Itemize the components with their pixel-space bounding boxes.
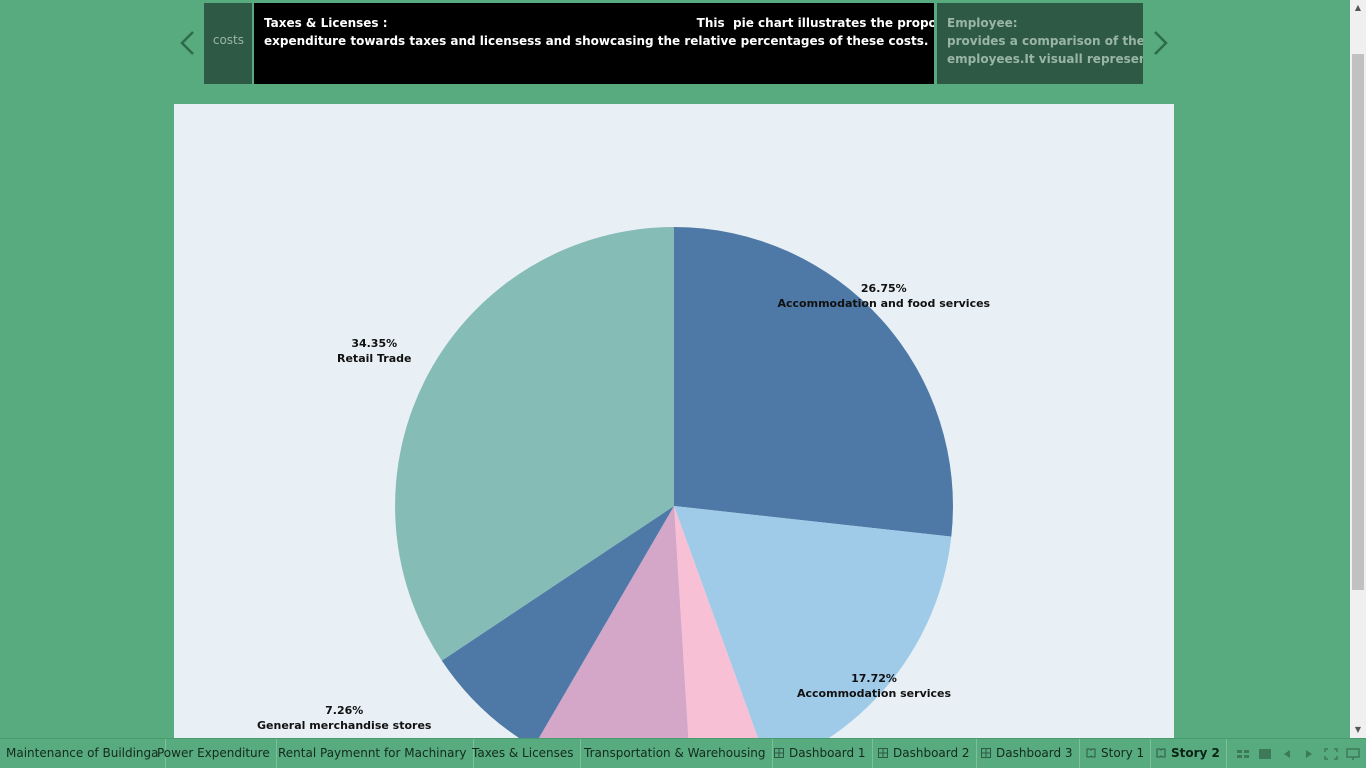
sheet-tab-bar: Maintenance of Buildinga Power Expenditur… [0,738,1366,768]
story-icon [1156,748,1166,758]
sheet-tab-label: Dashboard 3 [996,746,1073,760]
pie-slice-percent: 7.26% [325,704,364,717]
sheet-tab[interactable]: Dashboard 2 [872,739,977,768]
pie-slice-percent: 34.35% [351,337,398,350]
pie-slice-label: 17.72% Accommodation services [797,671,951,701]
pie-slice-label: 34.35% Retail Trade [337,336,411,366]
scrollbar-thumb[interactable] [1352,54,1364,590]
story-point-active-line2: expenditure towards taxes and licensess … [264,34,929,48]
pie-slice-name: General merchandise stores [257,719,432,732]
previous-sheet-icon[interactable] [1280,748,1294,760]
next-sheet-icon[interactable] [1302,748,1316,760]
sheet-tab[interactable]: Rental Paymennt for Machinary [272,739,474,768]
pie-slice-2[interactable] [674,506,769,738]
sheet-tab[interactable]: Dashboard 3 [975,739,1080,768]
pie-chart-panel: 26.75% Accommodation and food services 17.… [174,104,1174,738]
pie-slice-name: Accommodation and food services [777,297,991,310]
show-sheet-sorter-icon[interactable] [1236,748,1250,760]
story-prev-arrow-icon[interactable] [176,28,200,58]
pie-slice-1[interactable] [674,506,952,738]
pie-slice-4[interactable] [441,506,674,738]
fullscreen-icon[interactable] [1324,748,1338,760]
sheet-tab[interactable]: Transportation & Warehousing [578,739,773,768]
story-icon [1086,748,1096,758]
sheet-tab-label: Power Expenditure [157,746,270,760]
dashboard-icon [981,748,991,758]
pie-slice-5[interactable] [395,227,674,661]
story-point-active-line1: Taxes & Licenses : This pie chart illust… [264,16,934,30]
scroll-up-icon[interactable]: ▲ [1354,3,1362,12]
pie-slice-0[interactable] [674,227,953,537]
sheet-tab-label: Story 2 [1171,746,1220,760]
sheet-tab-label: Maintenance of Buildinga [6,746,159,760]
sheet-tab[interactable]: Story 1 [1080,739,1152,768]
pie-slice-label: 26.75% Accommodation and food services [778,281,991,311]
sheet-tab[interactable]: Maintenance of Buildinga [0,739,166,768]
sheet-tab-label: Taxes & Licenses [472,746,574,760]
presentation-mode-icon[interactable] [1346,748,1360,760]
story-point-next-line1: Employee: [947,16,1018,30]
sheet-tab-label: Dashboard 1 [789,746,866,760]
pie-slice-name: Retail Trade [337,352,412,365]
story-point-next-line3: employees.It visuall represents the [947,52,1143,66]
scroll-down-icon[interactable]: ▼ [1354,725,1362,734]
sheet-tab[interactable]: Dashboard 1 [768,739,873,768]
sheet-tab-label: Rental Paymennt for Machinary [278,746,467,760]
dashboard-icon [878,748,888,758]
story-point-previous[interactable]: costs [204,3,252,84]
story-navigator: costs Taxes & Licenses : This pie chart … [204,3,1143,84]
sheet-tab-label: Story 1 [1101,746,1145,760]
pie-slice-percent: 26.75% [860,282,907,295]
pie-slice-label: 7.26% General merchandise stores [257,703,431,733]
sheet-tab-label: Dashboard 2 [893,746,970,760]
story-point-next-line2: provides a comparison of the expe [947,34,1143,48]
pie-slice-3[interactable] [534,506,692,738]
pie-chart [395,227,953,738]
story-point-active[interactable]: Taxes & Licenses : This pie chart illust… [254,3,934,84]
vertical-scrollbar[interactable]: ▲ ▼ [1350,0,1366,738]
story-point-next[interactable]: Employee: provides a comparison of the e… [937,3,1143,84]
sheet-tab[interactable]: Taxes & Licenses [466,739,581,768]
show-filmstrip-icon[interactable] [1258,748,1272,760]
dashboard-icon [774,748,784,758]
pie-slice-percent: 17.72% [851,672,897,685]
pie-slice-name: Accommodation services [797,687,952,700]
sheet-tab-label: Transportation & Warehousing [584,746,766,760]
story-point-previous-text: costs [212,33,244,47]
sheet-tab[interactable]: Power Expenditure [151,739,277,768]
sheet-tab[interactable]: Story 2 [1150,739,1227,768]
story-next-arrow-icon[interactable] [1148,28,1172,58]
